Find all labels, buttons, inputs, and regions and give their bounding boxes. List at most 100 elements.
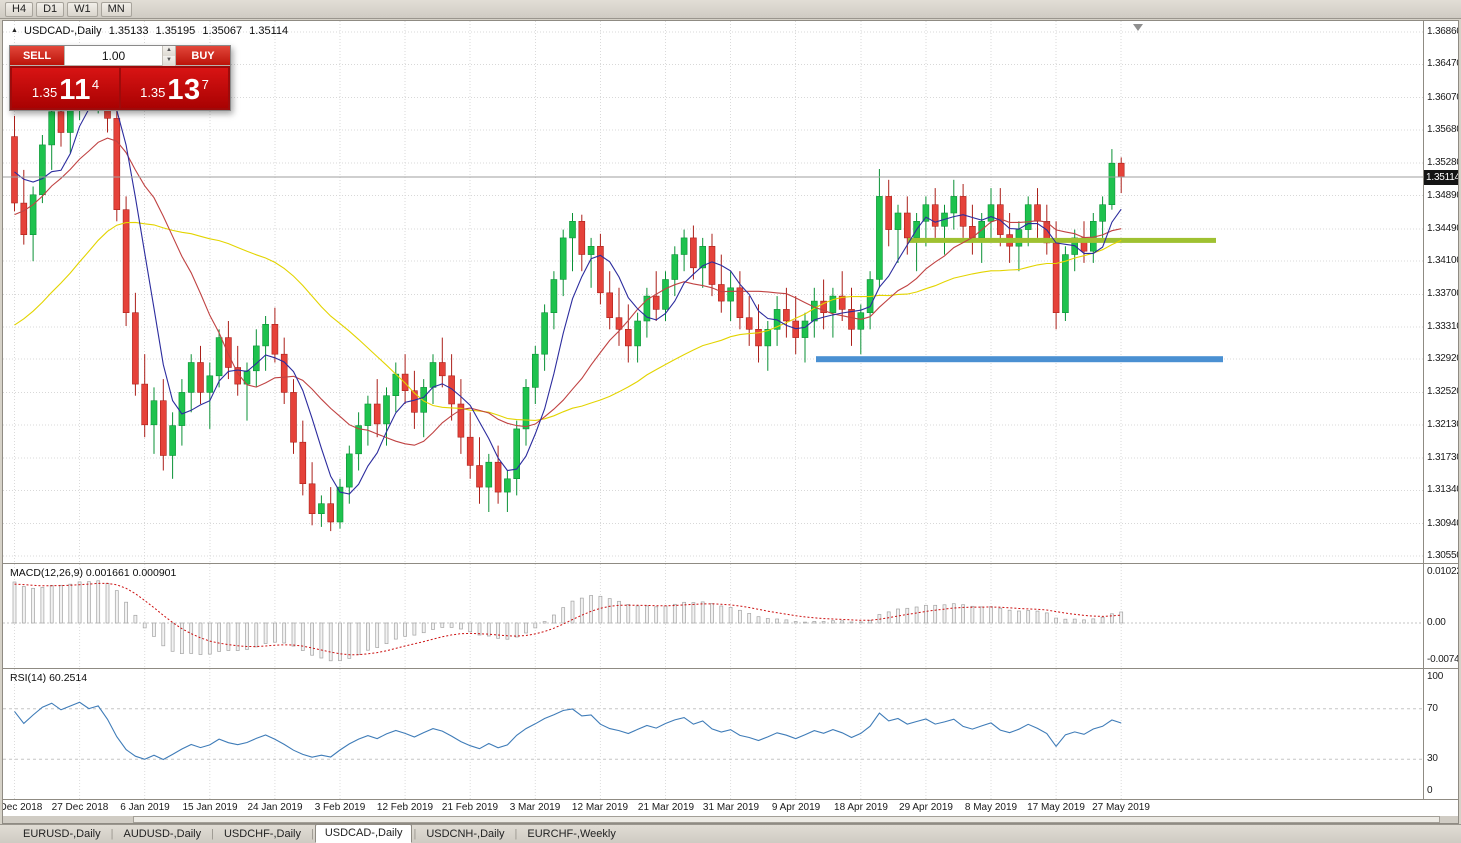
price-chart[interactable] xyxy=(3,21,1423,563)
chart-tab-eurchf[interactable]: EURCHF-,Weekly xyxy=(527,828,616,840)
pane-separator xyxy=(3,799,1458,800)
date-axis-label: 18 Apr 2019 xyxy=(834,802,888,813)
horizontal-trendline[interactable] xyxy=(816,356,1223,363)
date-axis-label: 9 Apr 2019 xyxy=(771,802,821,813)
buy-price-display[interactable]: 1.35 13 7 xyxy=(121,68,228,108)
rsi-label: RSI(14) 60.2514 xyxy=(10,672,88,684)
one-click-trading-panel: SELL 1.00 ▲ ▼ BUY 1.35 11 4 1.35 13 7 xyxy=(9,45,231,111)
macd-label: MACD(12,26,9) 0.001661 0.000901 xyxy=(10,567,177,579)
date-axis-label: 17 May 2019 xyxy=(1027,802,1085,813)
price-axis-label: 1.36470 xyxy=(1427,58,1459,69)
date-axis-label: 27 Dec 2018 xyxy=(51,802,109,813)
volume-down-icon[interactable]: ▼ xyxy=(163,55,175,66)
moving-average-34 xyxy=(14,221,1122,421)
chart-tab-bar: EURUSD-,Daily | AUDUSD-,Daily | USDCHF-,Dail… xyxy=(0,824,1461,843)
chart-title: ▲ USDCAD-,Daily 1.35133 1.35195 1.35067 … xyxy=(11,25,292,37)
tab-separator: | xyxy=(310,828,314,840)
rsi-indicator-pane[interactable] xyxy=(3,669,1423,799)
buy-price-head: 1.35 xyxy=(140,85,166,100)
price-axis-label: 1.36070 xyxy=(1427,92,1459,103)
macd-axis-label: -0.00747 xyxy=(1427,654,1459,665)
sell-price-big: 11 xyxy=(59,74,91,107)
date-axis-label: 18 Dec 2018 xyxy=(3,802,43,813)
macd-axis-label: 0.00 xyxy=(1427,617,1446,628)
macd-histogram xyxy=(12,580,1124,662)
sell-price-display[interactable]: 1.35 11 4 xyxy=(12,68,119,108)
date-axis-label: 31 Mar 2019 xyxy=(702,802,760,813)
rsi-line xyxy=(14,701,1122,761)
price-axis-label: 1.34490 xyxy=(1427,223,1459,234)
price-axis-label: 1.30550 xyxy=(1427,550,1459,561)
price-axis-label: 1.32130 xyxy=(1427,419,1459,430)
timeframe-mn-button[interactable]: MN xyxy=(100,1,132,17)
buy-price-big: 13 xyxy=(167,74,201,107)
sell-price-pip: 4 xyxy=(91,77,100,92)
buy-price-pip: 7 xyxy=(201,77,209,92)
price-axis-label: 1.32920 xyxy=(1427,353,1459,364)
volume-up-icon[interactable]: ▲ xyxy=(163,45,175,56)
chart-window[interactable]: ▲ USDCAD-,Daily 1.35133 1.35195 1.35067 … xyxy=(2,20,1459,824)
price-axis-label: 1.31730 xyxy=(1427,452,1459,463)
date-axis-label: 12 Feb 2019 xyxy=(376,802,434,813)
chart-tab-usdcnh[interactable]: USDCNH-,Daily xyxy=(426,828,505,840)
symbol-marker-icon: ▲ xyxy=(11,27,18,34)
moving-average-14 xyxy=(14,137,1122,446)
date-axis-label: 15 Jan 2019 xyxy=(182,802,238,813)
horizontal-scrollbar[interactable] xyxy=(3,816,1458,823)
price-axis-label: 1.34890 xyxy=(1427,190,1459,201)
chart-title-close: 1.35114 xyxy=(249,25,289,37)
price-axis-label: 1.35280 xyxy=(1427,157,1459,168)
macd-signal-line xyxy=(14,582,1122,656)
price-axis-label: 1.31340 xyxy=(1427,484,1459,495)
chart-tab-audusd[interactable]: AUDUSD-,Daily xyxy=(123,828,202,840)
timeframe-toolbar: H4 D1 W1 MN xyxy=(0,0,1461,19)
tab-separator: | xyxy=(413,828,417,840)
timeframe-w1-button[interactable]: W1 xyxy=(67,1,98,17)
price-axis-label: 1.36860 xyxy=(1427,26,1459,37)
horizontal-trendline[interactable] xyxy=(908,237,1216,243)
date-axis-label: 3 Mar 2019 xyxy=(509,802,561,813)
timeframe-d1-button[interactable]: D1 xyxy=(36,1,65,17)
price-axis-label: 1.33310 xyxy=(1427,321,1459,332)
date-axis-label: 3 Feb 2019 xyxy=(314,802,366,813)
chart-shift-marker-icon[interactable] xyxy=(1133,24,1143,31)
volume-input[interactable]: 1.00 xyxy=(101,48,126,63)
pane-separator[interactable] xyxy=(3,563,1458,564)
volume-box: 1.00 ▲ ▼ xyxy=(64,45,176,66)
sell-price-head: 1.35 xyxy=(31,85,58,100)
moving-average-6 xyxy=(14,95,1122,495)
date-axis-label: 21 Feb 2019 xyxy=(441,802,499,813)
chart-tab-eurusd[interactable]: EURUSD-,Daily xyxy=(23,828,101,840)
date-axis-label: 8 May 2019 xyxy=(964,802,1018,813)
price-axis-label: 1.33700 xyxy=(1427,288,1459,299)
chart-title-low: 1.35067 xyxy=(202,25,243,37)
chart-tab-usdchf[interactable]: USDCHF-,Daily xyxy=(223,828,301,840)
macd-indicator-pane[interactable] xyxy=(3,564,1423,668)
price-axis-label: 1.35680 xyxy=(1427,124,1459,135)
pane-separator[interactable] xyxy=(3,668,1458,669)
scrollbar-thumb[interactable] xyxy=(133,816,1440,823)
chart-title-high: 1.35195 xyxy=(155,25,196,37)
chart-title-open: 1.35133 xyxy=(108,25,149,37)
date-axis-label: 24 Jan 2019 xyxy=(247,802,303,813)
rsi-axis-label: 100 xyxy=(1427,671,1444,682)
price-axis-border xyxy=(1423,21,1424,800)
date-axis-label: 27 May 2019 xyxy=(1092,802,1150,813)
timeframe-h4-button[interactable]: H4 xyxy=(5,1,34,17)
tab-bar-grip[interactable] xyxy=(3,828,11,842)
tab-separator: | xyxy=(514,828,518,840)
chart-title-symbol: USDCAD-,Daily xyxy=(24,25,102,37)
date-axis-label: 6 Jan 2019 xyxy=(120,802,170,813)
tab-separator: | xyxy=(211,828,214,840)
chart-tab-usdcad[interactable]: USDCAD-,Daily xyxy=(314,824,413,843)
price-axis-label: 1.34100 xyxy=(1427,255,1459,266)
sell-button[interactable]: SELL xyxy=(10,46,64,65)
buy-button[interactable]: BUY xyxy=(176,46,230,65)
date-axis-label: 21 Mar 2019 xyxy=(637,802,695,813)
date-axis-label: 12 Mar 2019 xyxy=(571,802,629,813)
macd-axis-label: 0.01022 xyxy=(1427,566,1459,577)
rsi-axis-label: 70 xyxy=(1427,703,1438,714)
tab-separator: | xyxy=(110,828,114,840)
date-axis-label: 29 Apr 2019 xyxy=(899,802,953,813)
current-price-badge: 1.35114 xyxy=(1424,170,1459,185)
